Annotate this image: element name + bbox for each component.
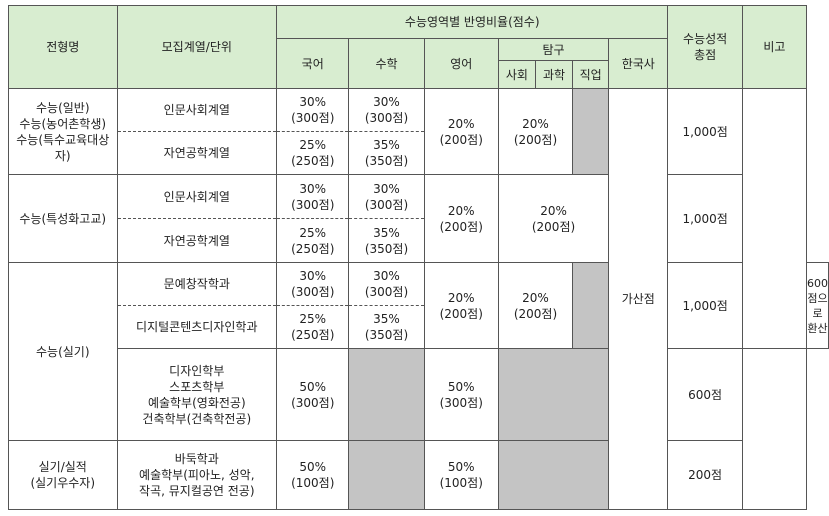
header-korean: 국어 [276,38,350,89]
history-bonus: 가산점 [608,88,669,510]
math-ratio: 30% (300점) [348,174,425,219]
vocational-na [572,88,610,175]
unit-creative-writing: 문예창작학과 [116,262,278,306]
note-convert: 600점으로 환산 [806,262,829,349]
english-ratio: 20% (200점) [423,88,499,175]
type-general: 수능(일반) 수능(농어촌학생) 수능(특수교육대상자) [8,88,118,175]
note-empty [741,348,808,510]
vocational-na [572,262,610,349]
english-ratio: 50% (300점) [423,348,499,441]
korean-ratio: 25% (250점) [276,305,350,349]
header-note: 비고 [741,5,808,89]
unit-humanities: 인문사회계열 [116,88,278,132]
unit-digital-design: 디지털콘텐츠디자인학과 [116,305,278,349]
korean-ratio: 30% (300점) [276,88,350,132]
type-specialized: 수능(특성화고교) [8,174,118,263]
type-practical: 수능(실기) [8,262,118,441]
total-score: 600점 [667,348,743,441]
math-ratio: 30% (300점) [348,262,425,306]
math-ratio: 35% (350점) [348,305,425,349]
header-type-name: 전형명 [8,5,118,89]
korean-ratio: 25% (250점) [276,218,350,263]
inquiry-na [497,440,610,510]
header-total: 수능성적 총점 [667,5,743,89]
korean-ratio: 30% (300점) [276,262,350,306]
korean-ratio: 25% (250점) [276,131,350,175]
english-ratio: 20% (200점) [423,262,499,349]
total-score: 200점 [667,440,743,510]
korean-ratio: 50% (100점) [276,440,350,510]
unit-arts-group: 디자인학부 스포츠학부 예술학부(영화전공) 건축학부(건축학전공) [116,348,278,441]
inquiry-ratio: 20% (200점) [497,174,610,263]
math-ratio: 30% (300점) [348,88,425,132]
header-social: 사회 [497,60,536,89]
inquiry-na [497,348,610,441]
unit-engineering: 자연공학계열 [116,218,278,263]
korean-ratio: 50% (300점) [276,348,350,441]
unit-engineering: 자연공학계열 [116,131,278,175]
header-math: 수학 [348,38,425,89]
total-score: 1,000점 [667,88,743,175]
total-score: 1,000점 [667,262,743,349]
header-ratio-group: 수능영역별 반영비율(점수) [276,5,669,39]
header-unit: 모집계열/단위 [116,5,278,89]
unit-humanities: 인문사회계열 [116,174,278,219]
header-inquiry: 탐구 [497,38,610,61]
math-ratio: 35% (350점) [348,131,425,175]
header-history: 한국사 [608,38,669,89]
header-english: 영어 [423,38,499,89]
header-vocational: 직업 [572,60,610,89]
inquiry-ratio: 20% (200점) [497,88,574,175]
header-science: 과학 [534,60,574,89]
admission-ratio-table: 전형명 모집계열/단위 수능영역별 반영비율(점수) 수능성적 총점 비고 국어 … [8,5,829,510]
english-ratio: 20% (200점) [423,174,499,263]
math-na [348,440,425,510]
note-empty [741,88,808,349]
type-talent: 실기/실적 (실기우수자) [8,440,118,510]
math-ratio: 35% (350점) [348,218,425,263]
english-ratio: 50% (100점) [423,440,499,510]
inquiry-ratio: 20% (200점) [497,262,574,349]
unit-talent-group: 바둑학과 예술학부(피아노, 성악, 작곡, 뮤지컬공연 전공) [116,440,278,510]
math-na [348,348,425,441]
korean-ratio: 30% (300점) [276,174,350,219]
total-score: 1,000점 [667,174,743,263]
